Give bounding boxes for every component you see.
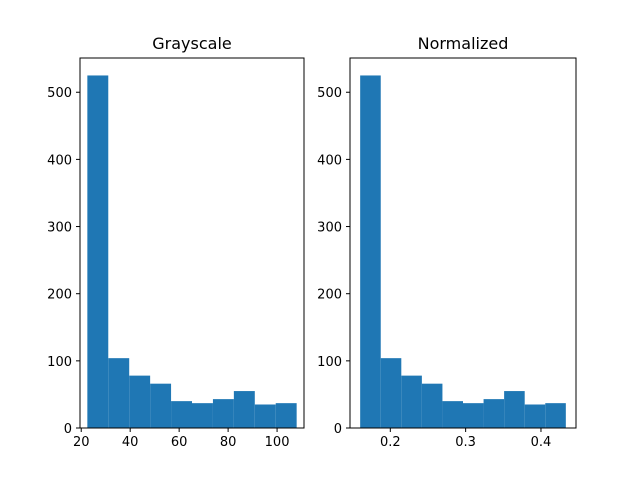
grayscale-bars bbox=[87, 75, 297, 428]
normalized-bar-9 bbox=[524, 404, 546, 428]
grayscale-y-tick-label: 500 bbox=[47, 86, 72, 101]
normalized-y-tick-label: 500 bbox=[317, 86, 342, 101]
normalized-y-tick-label: 400 bbox=[317, 153, 342, 168]
grayscale-bar-5 bbox=[171, 401, 192, 428]
grayscale-x-tick-label: 80 bbox=[220, 435, 237, 450]
normalized-bar-3 bbox=[401, 375, 422, 428]
normalized-y-tick-label: 300 bbox=[317, 221, 342, 236]
normalized-x-axis-ticks: 0.2 0.3 0.4 bbox=[380, 428, 551, 450]
normalized-chart-title: Normalized bbox=[418, 34, 509, 53]
grayscale-y-tick-label: 0 bbox=[64, 422, 72, 437]
grayscale-bar-8 bbox=[233, 391, 255, 428]
grayscale-x-tick-label: 60 bbox=[171, 435, 188, 450]
grayscale-bar-1 bbox=[87, 75, 109, 428]
grayscale-y-axis-ticks: 0 100 200 300 400 500 bbox=[47, 86, 80, 437]
grayscale-bar-6 bbox=[192, 403, 213, 428]
normalized-bar-1 bbox=[360, 75, 381, 428]
normalized-x-tick-label: 0.3 bbox=[455, 435, 476, 450]
normalized-bar-8 bbox=[504, 391, 525, 428]
grayscale-x-axis-ticks: 20 40 60 80 100 bbox=[73, 428, 290, 450]
grayscale-bar-10 bbox=[275, 403, 297, 428]
normalized-y-tick-label: 100 bbox=[317, 355, 342, 370]
grayscale-bar-3 bbox=[129, 375, 151, 428]
grayscale-y-tick-label: 300 bbox=[47, 221, 72, 236]
grayscale-chart-title: Grayscale bbox=[152, 34, 231, 53]
grayscale-x-tick-label: 100 bbox=[265, 435, 290, 450]
normalized-y-tick-label: 0 bbox=[334, 422, 342, 437]
grayscale-bar-9 bbox=[254, 404, 276, 428]
normalized-bar-5 bbox=[442, 401, 463, 428]
normalized-bars bbox=[360, 75, 566, 428]
normalized-axes-frame bbox=[349, 57, 577, 429]
grayscale-x-tick-label: 40 bbox=[122, 435, 139, 450]
normalized-bar-4 bbox=[421, 383, 443, 428]
grayscale-histogram-panel: Grayscale 20 40 60 80 100 0 100 200 300 400 500 bbox=[47, 34, 305, 450]
normalized-x-tick-label: 0.4 bbox=[531, 435, 552, 450]
grayscale-y-tick-label: 200 bbox=[47, 288, 72, 303]
normalized-bar-2 bbox=[380, 358, 402, 428]
normalized-y-axis-ticks: 0 100 200 300 400 500 bbox=[317, 86, 350, 437]
normalized-x-tick-label: 0.2 bbox=[380, 435, 401, 450]
grayscale-axes-frame bbox=[79, 57, 305, 429]
grayscale-y-tick-label: 400 bbox=[47, 153, 72, 168]
normalized-y-tick-label: 200 bbox=[317, 288, 342, 303]
normalized-bar-6 bbox=[463, 403, 484, 428]
normalized-bar-10 bbox=[545, 403, 566, 428]
normalized-bar-7 bbox=[483, 399, 505, 428]
normalized-histogram-panel: Normalized 0.2 0.3 0.4 0 100 200 300 400 500 bbox=[317, 34, 577, 450]
grayscale-y-tick-label: 100 bbox=[47, 355, 72, 370]
grayscale-bar-7 bbox=[212, 399, 234, 428]
grayscale-x-tick-label: 20 bbox=[73, 435, 90, 450]
grayscale-bar-4 bbox=[150, 383, 172, 428]
grayscale-bar-2 bbox=[108, 358, 130, 428]
